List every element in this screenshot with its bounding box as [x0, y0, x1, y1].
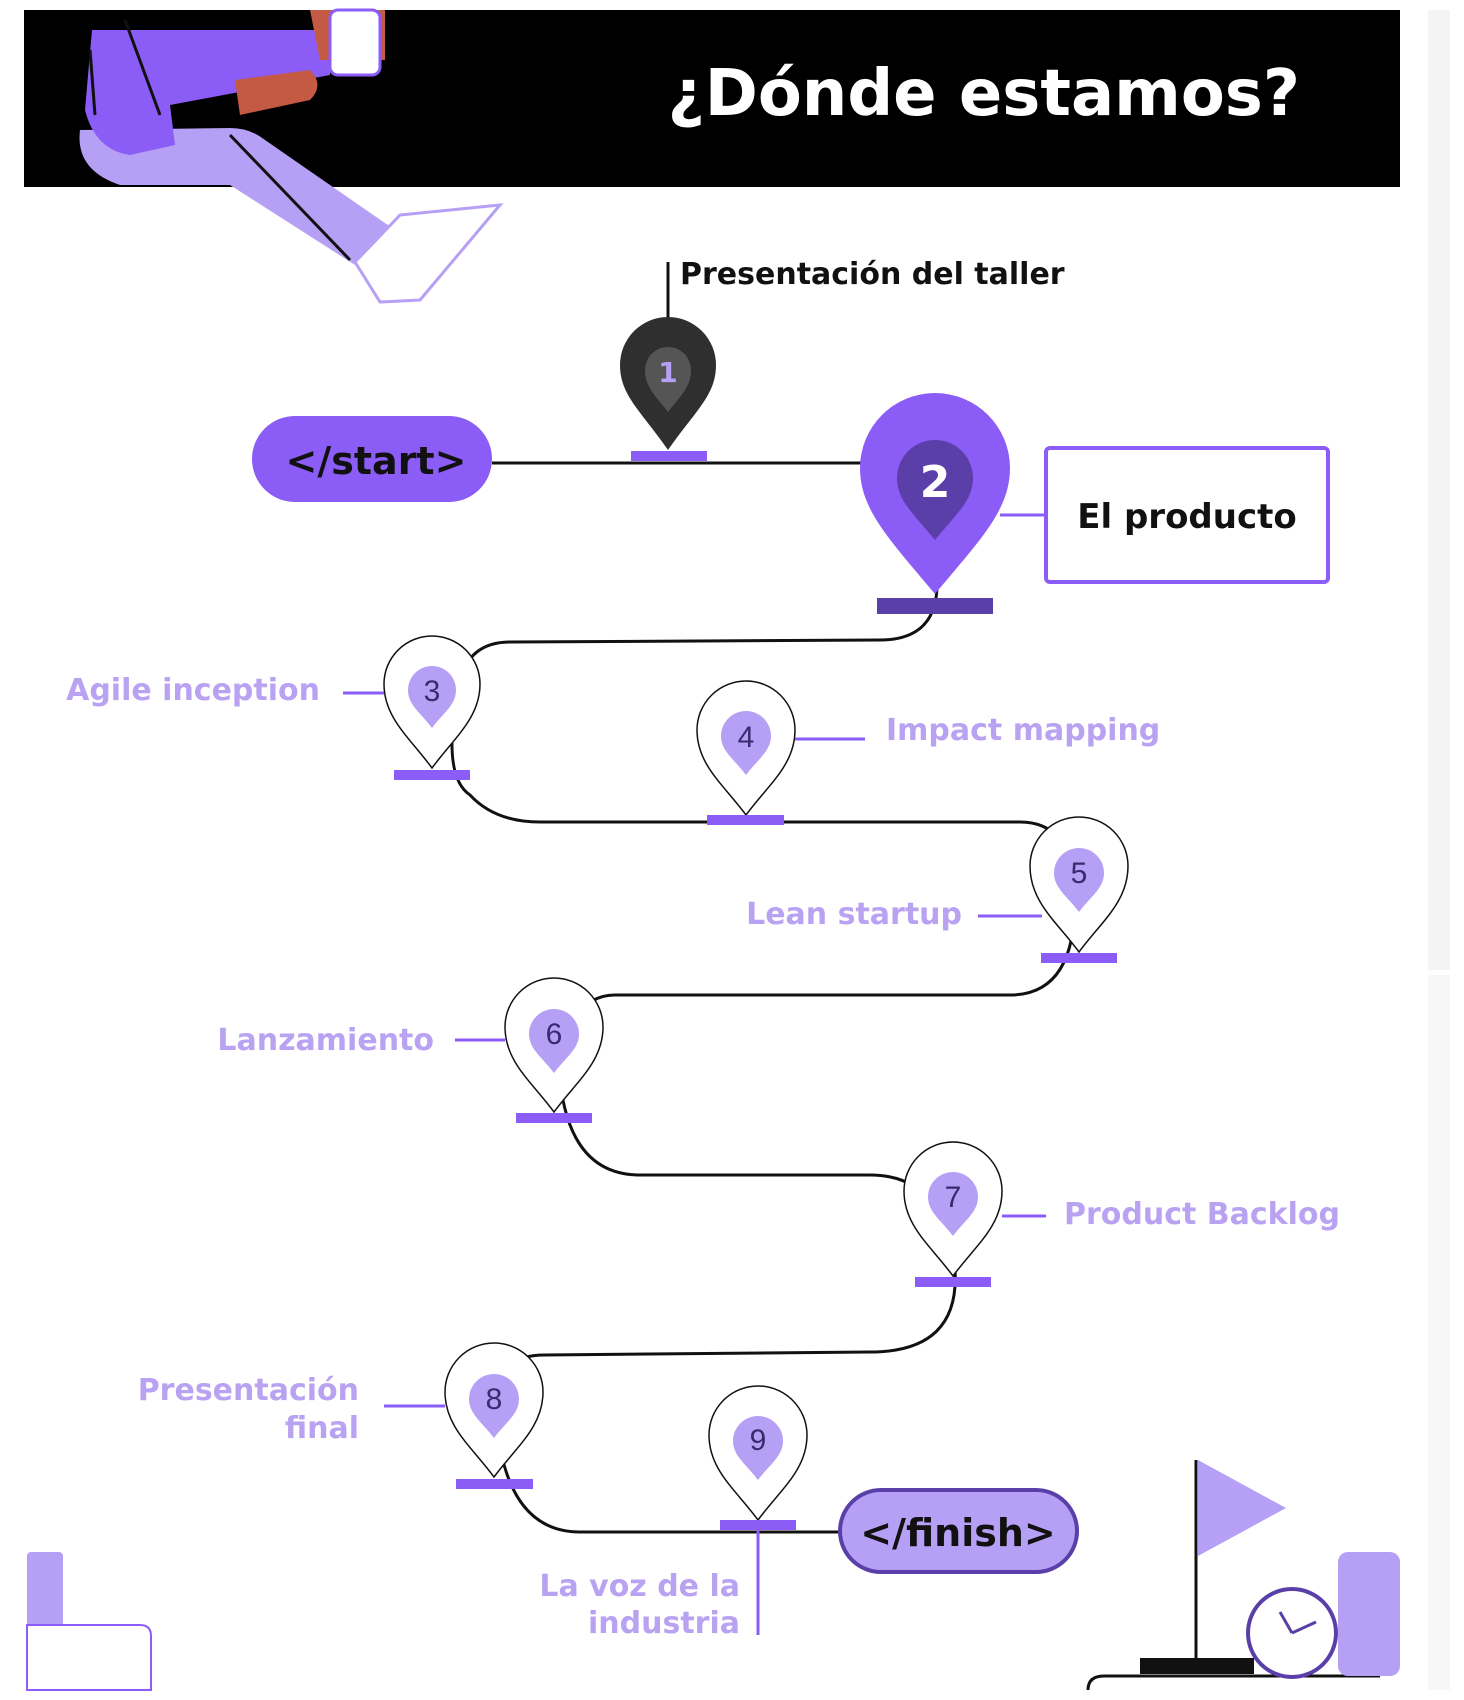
stop-3-label: Agile inception: [66, 673, 320, 708]
finish-pill: </finish>: [838, 1488, 1079, 1574]
stop-8-label-line-2: final: [285, 1411, 359, 1446]
corner-decoration-left: [26, 1552, 152, 1691]
stop-8: 8 Presentación final: [138, 1342, 544, 1489]
stop-6-number: 6: [546, 1018, 563, 1051]
stop-8-number: 8: [486, 1383, 503, 1416]
stop-9-label-line-2: industria: [588, 1606, 740, 1641]
stop-1-label: Presentación del taller: [680, 257, 1065, 292]
stop-2: 2 El producto: [860, 393, 1330, 614]
stop-3: 3 Agile inception: [66, 635, 481, 780]
stop-7: 7 Product Backlog: [903, 1141, 1340, 1287]
stop-5: 5 Lean startup: [746, 816, 1129, 963]
stop-8-label-line-1: Presentación: [138, 1373, 359, 1408]
stop-2-label: El producto: [1077, 497, 1297, 537]
stop-6: 6 Lanzamiento: [217, 977, 604, 1123]
stop-6-label: Lanzamiento: [217, 1023, 434, 1058]
stop-4-label: Impact mapping: [886, 713, 1160, 748]
corner-decoration-right: [1338, 1552, 1400, 1676]
page-title: ¿Dónde estamos?: [668, 57, 1300, 131]
flag-icon: [1086, 1460, 1380, 1691]
stop-4: 4 Impact mapping: [696, 680, 1160, 825]
stop-7-label: Product Backlog: [1064, 1197, 1340, 1232]
clock-icon: [1246, 1587, 1338, 1679]
stop-9-label-line-1: La voz de la: [539, 1569, 740, 1604]
person-illustration-icon: [79, 8, 504, 304]
stop-5-number: 5: [1071, 857, 1088, 890]
start-label: </start>: [286, 439, 467, 483]
stop-5-label: Lean startup: [746, 897, 962, 932]
stop-4-number: 4: [738, 721, 755, 754]
scrollbar-track-lower: [1428, 975, 1450, 1690]
roadmap-path: [450, 461, 1077, 1534]
stop-3-number: 3: [424, 675, 441, 708]
start-pill: </start>: [252, 416, 492, 502]
stop-7-number: 7: [945, 1181, 962, 1214]
stop-1-number: 1: [658, 356, 677, 389]
stop-1: 1 Presentación del taller: [620, 257, 1065, 461]
stop-9: 9 La voz de la industria: [539, 1385, 808, 1641]
stop-2-number: 2: [920, 457, 951, 508]
stop-9-number: 9: [750, 1424, 767, 1457]
scrollbar-track[interactable]: [1428, 10, 1450, 970]
finish-label: </finish>: [860, 1511, 1055, 1555]
